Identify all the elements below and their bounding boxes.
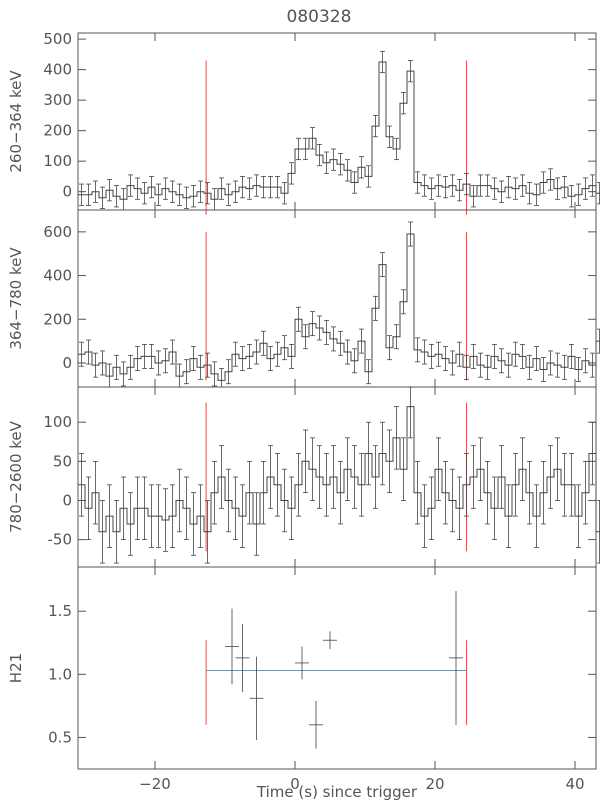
- y-tick-label: 50: [53, 452, 72, 470]
- y-tick-label: 100: [43, 152, 72, 170]
- y-tick-label: 300: [43, 91, 72, 109]
- light-curve-step: [78, 61, 600, 200]
- y-tick-label: 1.5: [48, 602, 72, 620]
- panel-frame: [77, 32, 597, 211]
- y-tick-label: 0: [62, 491, 72, 509]
- y-tick-label: 500: [43, 30, 72, 48]
- panel-band1: 0 100 200 300 400 500 260−364 keV: [7, 30, 600, 215]
- light-curve-step: [78, 233, 600, 381]
- y-tick-label: 400: [43, 267, 72, 285]
- y-tick-label: -50: [48, 531, 73, 549]
- panel-hardness: 0.5 1.0 1.5 H21 −20 0 20 40: [7, 566, 597, 793]
- x-axis-label: Time (s) since trigger: [256, 783, 418, 801]
- y-axis-label: 260−364 keV: [7, 70, 25, 173]
- y-tick-label: 400: [43, 61, 72, 79]
- y-tick-label: 200: [43, 122, 72, 140]
- panel-band3: -50 0 50 100 780−2600 keV: [7, 386, 600, 568]
- x-tick-label: 20: [425, 775, 444, 793]
- x-tick-label: 0: [290, 775, 300, 793]
- panel-frame: [77, 209, 597, 388]
- chart-title: 080328: [287, 7, 352, 27]
- x-tick-label: −20: [139, 775, 171, 793]
- y-tick-label: 0.5: [48, 728, 72, 746]
- y-axis-label: 364−780 keV: [7, 247, 25, 350]
- panel-band2: 0 200 400 600 364−780 keV: [7, 209, 600, 388]
- light-curve-step: [78, 406, 600, 533]
- x-tick-label: 40: [565, 775, 584, 793]
- y-tick-label: 200: [43, 310, 72, 328]
- y-tick-label: 600: [43, 223, 72, 241]
- y-axis-label: 780−2600 keV: [7, 420, 25, 533]
- y-tick-label: 1.0: [48, 665, 72, 683]
- y-tick-label: 100: [43, 413, 72, 431]
- y-tick-label: 0: [62, 183, 72, 201]
- y-tick-label: 0: [62, 354, 72, 372]
- y-axis-label: H21: [7, 653, 25, 683]
- panel-frame: [77, 566, 597, 770]
